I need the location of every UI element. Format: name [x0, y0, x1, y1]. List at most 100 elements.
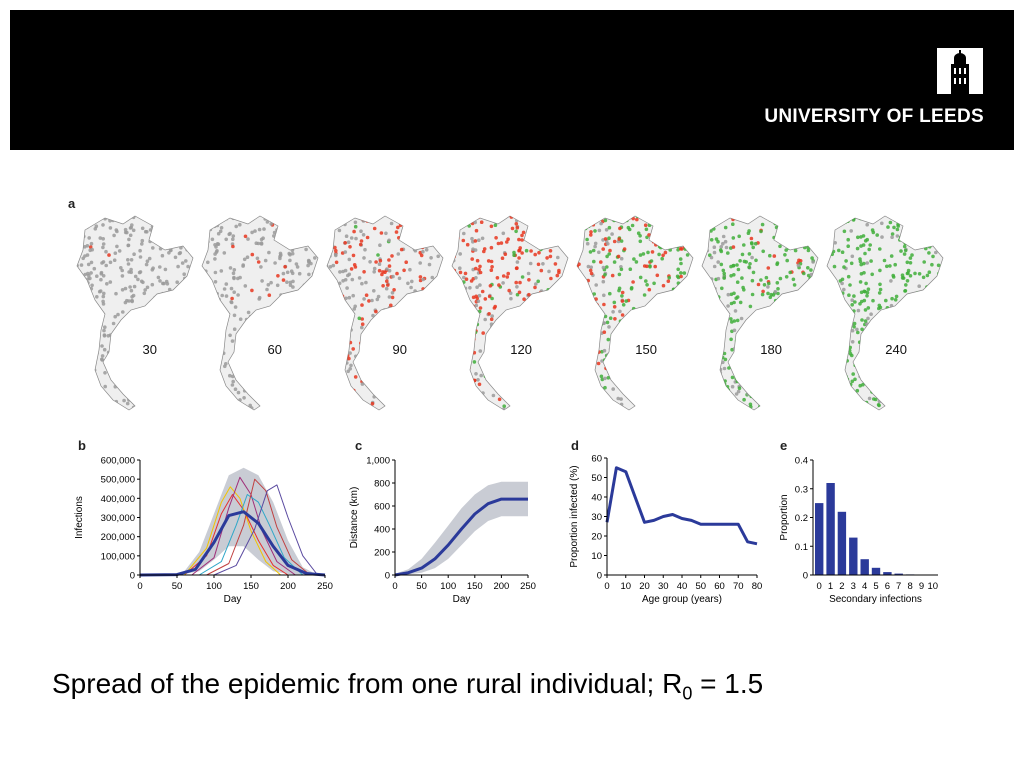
map-cell [619, 256, 624, 261]
map-cell [332, 337, 337, 342]
map-cell [248, 403, 252, 408]
map-cell [608, 248, 612, 253]
map-cell [332, 333, 337, 337]
map-cell [721, 241, 725, 246]
map-cell [772, 401, 776, 406]
map-cell [919, 239, 923, 243]
map-cell [474, 266, 478, 271]
map-cell [311, 312, 316, 316]
map-cell [589, 233, 593, 237]
map-cell [776, 287, 780, 291]
map-cell [260, 279, 264, 283]
map-cell [607, 252, 611, 256]
map-cell [202, 301, 205, 305]
map-cell [327, 228, 328, 232]
map-cell [161, 305, 165, 310]
map-cell [810, 216, 814, 220]
map-cell [507, 381, 512, 385]
map-cell [161, 337, 166, 341]
epidemic-realization-line [213, 484, 318, 576]
map-cell [330, 383, 334, 388]
map-cell [359, 341, 363, 345]
map-cell [589, 271, 594, 276]
map-cell [874, 335, 879, 339]
map-cell [222, 311, 226, 315]
map-cell [778, 276, 783, 281]
map-cell [733, 309, 738, 313]
map-cell [434, 360, 438, 365]
map-cell [94, 380, 99, 384]
map-cell [305, 402, 310, 406]
map-cell [686, 367, 691, 371]
map-cell [863, 345, 868, 349]
map-cell [331, 222, 335, 226]
map-cell [589, 302, 594, 306]
map-cell [592, 329, 597, 333]
map-cell [255, 325, 259, 330]
map-cell [753, 241, 758, 246]
map-cell [537, 378, 542, 382]
map-cell [158, 246, 163, 251]
map-cell [244, 365, 248, 370]
map-cell [857, 340, 862, 344]
map-cell [923, 386, 927, 390]
map-day-label: 90 [393, 342, 407, 357]
map-cell [358, 242, 363, 247]
map-cell [667, 348, 671, 352]
map-cell [721, 234, 726, 239]
map-cell [927, 328, 931, 332]
map-cell [837, 325, 841, 330]
map-cell [86, 271, 90, 276]
map-cell [775, 261, 780, 265]
map-cell [452, 370, 455, 375]
map-cell [628, 267, 633, 271]
map-cell [180, 261, 185, 265]
map-cell [241, 371, 246, 375]
x-tick-label: 100 [206, 581, 222, 592]
map-cell [238, 222, 242, 227]
map-cell [507, 399, 511, 404]
map-cell [500, 343, 504, 347]
map-cell [717, 350, 722, 355]
map-cell [302, 241, 306, 246]
map-cell [138, 270, 143, 274]
map-cell [407, 394, 412, 398]
map-cell [283, 305, 287, 309]
map-cell [893, 298, 898, 302]
map-cell [177, 317, 182, 322]
map-cell [935, 361, 940, 366]
map-cell [827, 313, 829, 317]
map-cell [797, 385, 802, 390]
map-cell [496, 241, 501, 246]
map-cell [412, 298, 416, 303]
map-cell [902, 303, 907, 308]
map-cell [808, 356, 812, 361]
map-cell [924, 302, 929, 306]
map-dots [202, 216, 317, 410]
map-cell [519, 359, 523, 363]
map-cell [332, 219, 337, 223]
map-cell [359, 239, 364, 243]
map-cell [750, 255, 754, 260]
map-cell [307, 272, 311, 277]
map-cell [678, 219, 683, 223]
map-cell [710, 339, 715, 343]
map-cell [716, 301, 721, 306]
map-cell [528, 261, 533, 266]
map-cell [212, 382, 217, 387]
map-cell [437, 331, 442, 335]
map-cell [203, 346, 207, 351]
map-cell [344, 296, 348, 301]
map-cell [452, 340, 455, 345]
map-cell [420, 227, 425, 232]
map-cell [805, 405, 810, 409]
map-cell [721, 311, 725, 316]
map-cell [463, 386, 467, 391]
map-cell [210, 394, 215, 398]
map-cell [809, 245, 813, 249]
map-cell [807, 234, 812, 239]
map-cell [683, 399, 687, 404]
map-cell [360, 322, 365, 326]
map-cell [100, 261, 104, 265]
map-cell [396, 225, 400, 230]
